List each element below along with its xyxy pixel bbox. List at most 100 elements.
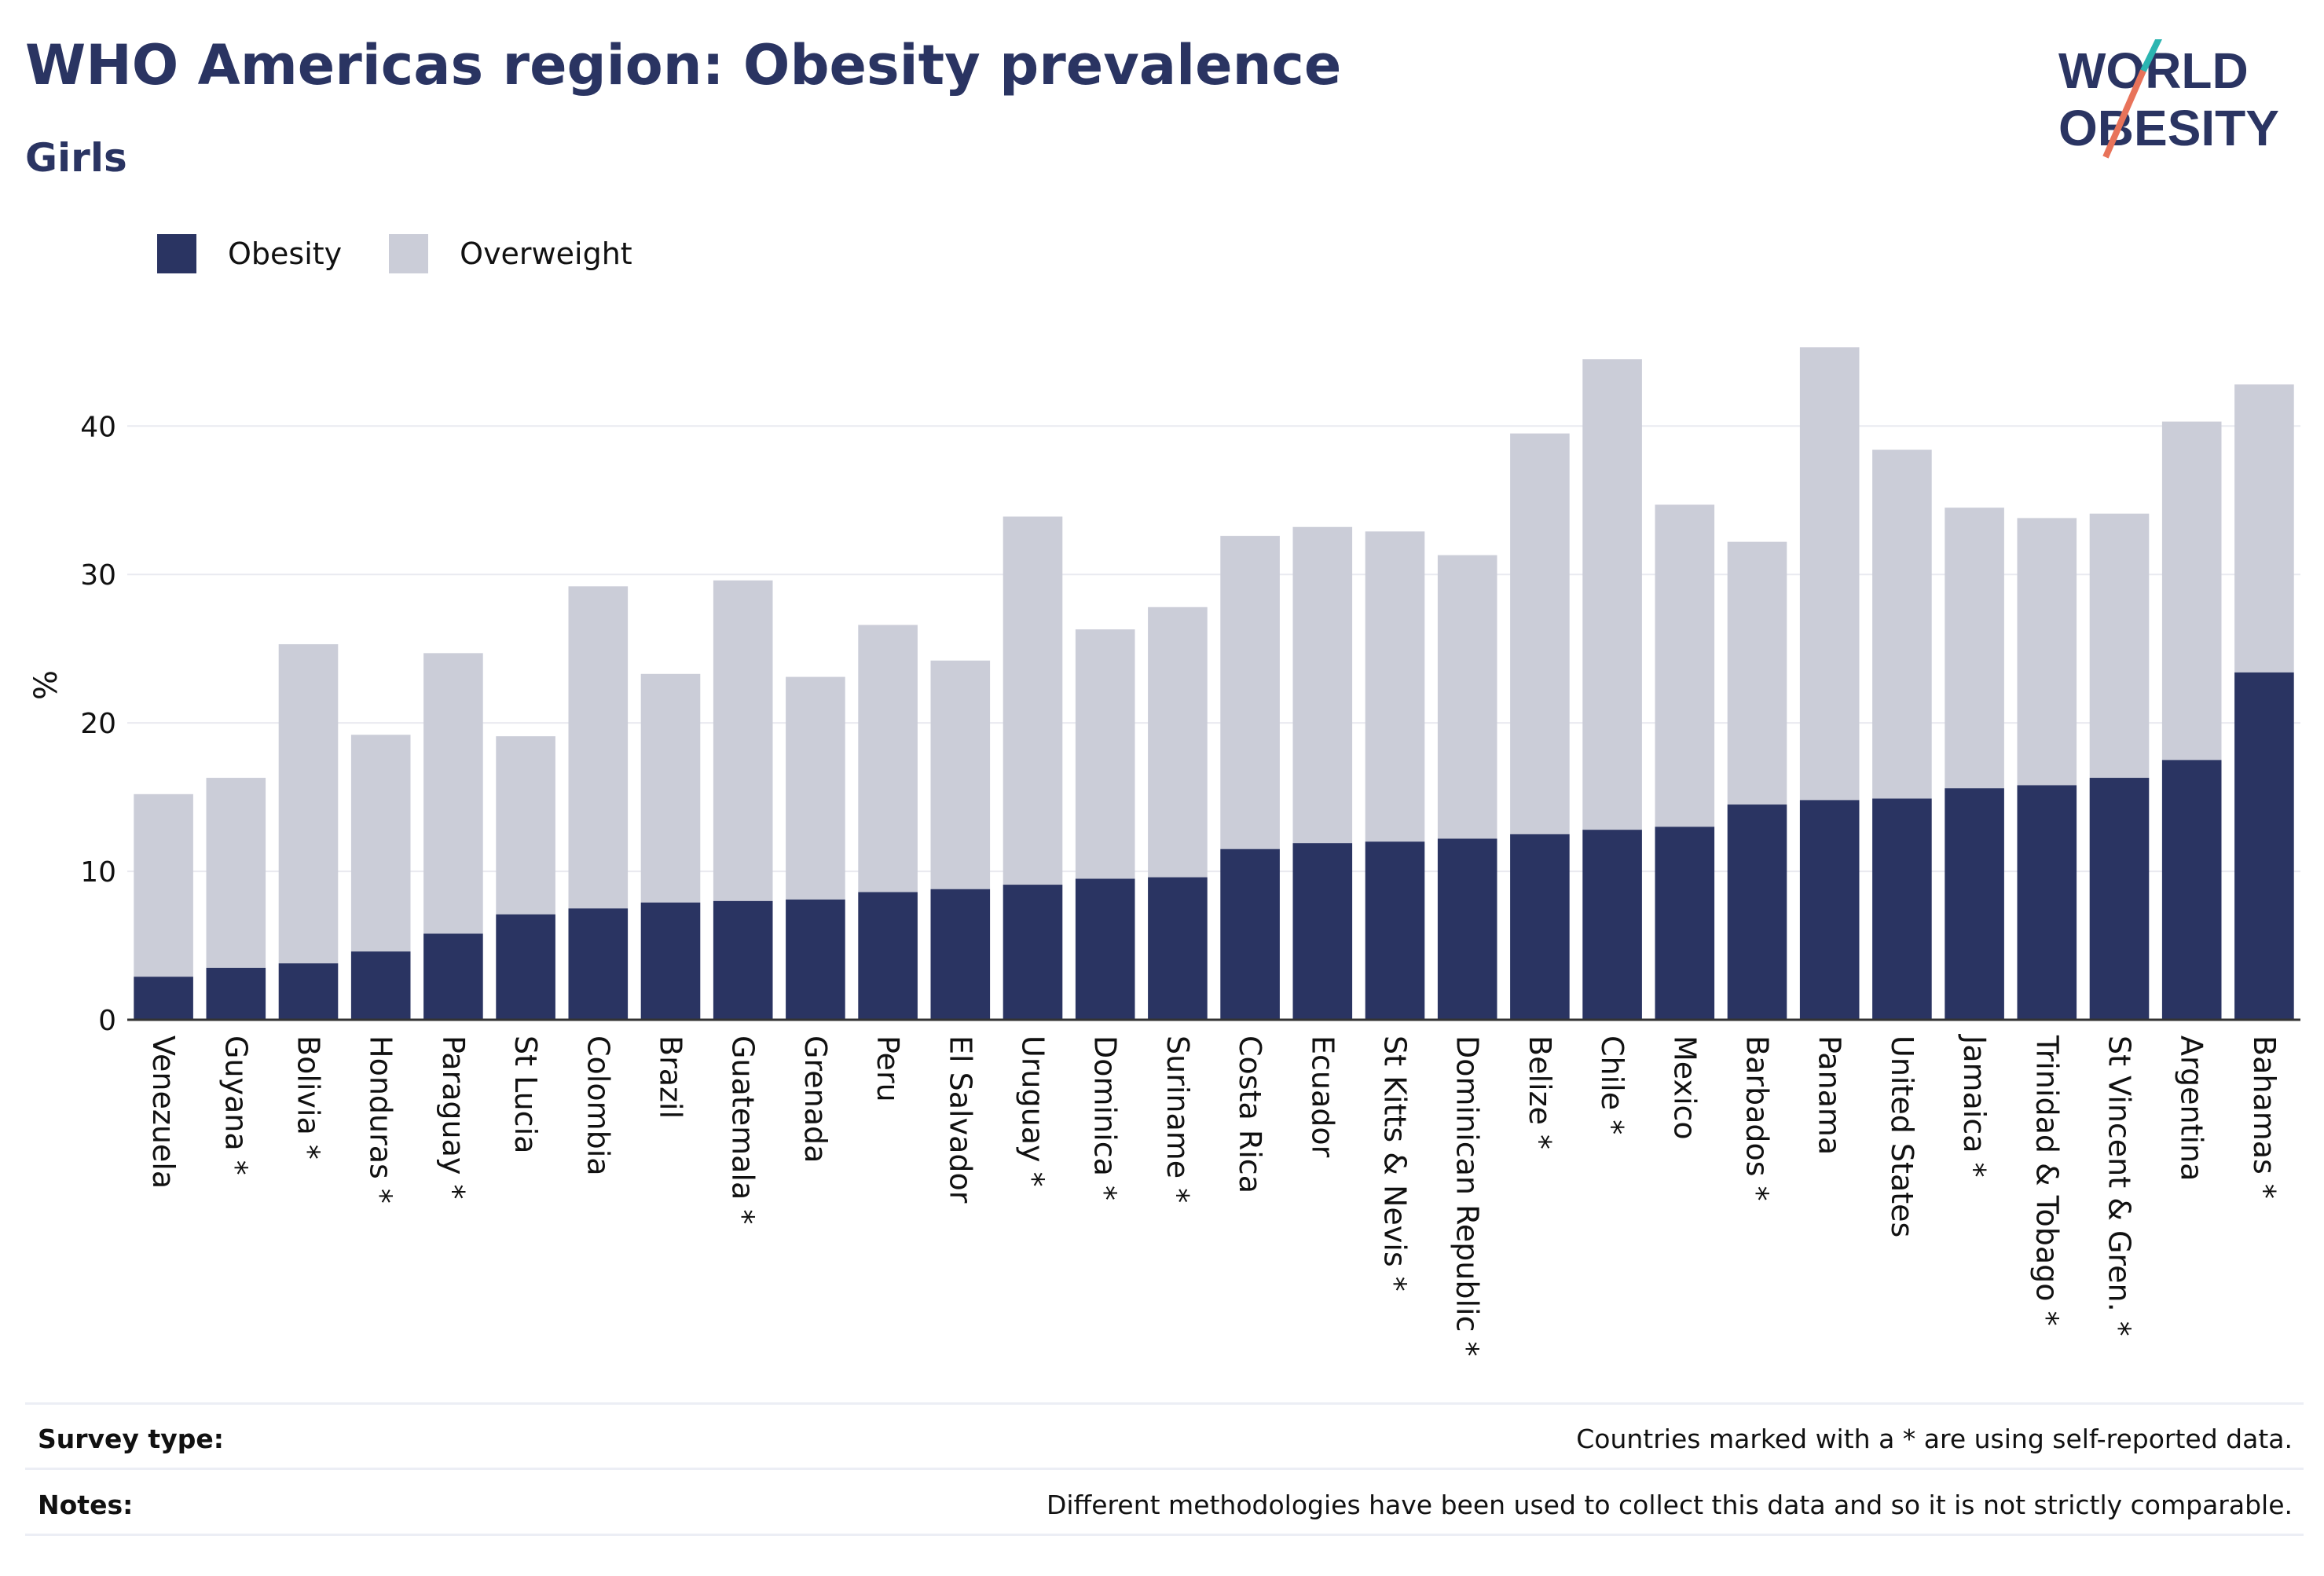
bar-overweight [1727,541,1787,805]
x-tick-label: Brazil [654,1035,688,1119]
notes-text: Different methodologies have been used t… [1046,1490,2293,1520]
x-tick-label: Costa Rica [1233,1035,1267,1193]
bar-overweight [1220,536,1280,849]
bar-overweight [350,735,411,952]
bar-overweight [206,778,266,968]
bar-obesity [713,900,773,1020]
x-tick-label: Mexico [1667,1035,1702,1140]
bar-obesity [1872,798,1932,1020]
x-tick-label: St Lucia [508,1035,543,1153]
bar-obesity [640,902,701,1020]
x-tick-label: Honduras * [364,1035,398,1204]
x-tick-label: Guatemala * [726,1035,761,1224]
survey-type-text: Countries marked with a * are using self… [1576,1424,2293,1454]
bar-obesity [206,967,266,1020]
bar-overweight [496,736,555,914]
bar-obesity [496,914,555,1020]
bar-obesity [1365,841,1425,1020]
bar-obesity [1582,830,1642,1020]
chart-legend: Obesity Overweight [157,234,680,273]
bar-obesity [1727,804,1787,1020]
svg-text:OBESITY: OBESITY [2058,100,2279,156]
bar-obesity [858,892,918,1020]
y-tick-label: 40 [80,411,116,443]
bar-overweight [1655,504,1715,827]
bar-obesity [786,899,845,1020]
footer-notes-row: Notes: Different methodologies have been… [38,1490,2293,1520]
x-tick-label: Argentina [2175,1035,2209,1181]
y-tick-label: 10 [80,856,116,889]
bar-obesity [2234,672,2294,1020]
bar-overweight [568,586,629,909]
bar-obesity [930,889,991,1020]
bar-overweight [2089,513,2150,779]
x-tick-label: St Vincent & Gren. * [2102,1035,2137,1336]
bar-overweight [2234,384,2294,673]
bar-overweight [786,676,845,900]
bar-overweight [1365,531,1425,842]
bar-overweight [2017,518,2077,786]
x-tick-label: Chile * [1595,1035,1629,1134]
chart-subtitle: Girls [25,135,127,181]
bar-overweight [1510,433,1570,834]
bar-obesity [2017,785,2077,1020]
bar-obesity [1075,878,1135,1020]
legend-label-overweight: Overweight [460,236,632,271]
footer-divider [25,1534,2304,1536]
chart-title: WHO Americas region: Obesity prevalence [25,33,1342,97]
x-tick-label: Venezuela [146,1035,181,1189]
x-tick-label: Colombia [581,1035,615,1176]
x-tick-label: Panama [1813,1035,1847,1155]
bar-obesity [278,963,339,1020]
x-tick-label: Ecuador [1305,1035,1340,1158]
bar-obesity [568,908,629,1020]
bar-overweight [713,580,773,901]
legend-swatch-obesity [157,234,196,273]
x-tick-label: Guyana * [218,1035,253,1175]
bar-obesity [423,933,483,1020]
survey-type-label: Survey type: [38,1424,224,1454]
bar-obesity [2089,778,2150,1020]
bar-overweight [1075,629,1135,879]
bar-overweight [1003,516,1063,885]
bar-obesity [1655,826,1715,1020]
bar-overweight [858,625,918,892]
bar-obesity [350,951,411,1020]
world-obesity-logo: WORLD OBESITY [2058,39,2279,159]
x-tick-label: Suriname * [1160,1035,1195,1203]
bar-obesity [1945,788,2004,1020]
y-tick-label: 30 [80,559,116,592]
x-tick-label: Bahamas * [2247,1035,2282,1199]
x-tick-label: St Kitts & Nevis * [1378,1035,1413,1292]
x-tick-label: Uruguay * [1016,1035,1050,1187]
x-tick-label: Paraguay * [436,1035,471,1199]
x-tick-label: Jamaica * [1957,1034,1992,1178]
bar-obesity [134,977,193,1020]
bar-overweight [1872,449,1932,799]
legend-item-obesity: Obesity [157,234,342,273]
x-tick-label: Trinidad & Tobago * [2029,1035,2064,1326]
footer-survey-row: Survey type: Countries marked with a * a… [38,1424,2293,1454]
x-tick-label: Grenada [798,1035,833,1163]
bar-overweight [278,643,339,964]
bar-overweight [1945,508,2004,789]
bar-obesity [1148,877,1208,1020]
x-tick-label: Dominica * [1088,1035,1123,1200]
y-axis-label: % [28,670,64,700]
notes-label: Notes: [38,1490,134,1520]
bar-overweight [2161,421,2222,761]
legend-item-overweight: Overweight [389,234,632,273]
bar-overweight [930,660,991,889]
footer-divider [25,1402,2304,1405]
bar-obesity [1510,834,1570,1020]
bar-obesity [1799,800,1860,1020]
legend-label-obesity: Obesity [228,236,343,271]
bar-overweight [1799,347,1860,801]
legend-swatch-overweight [389,234,429,273]
bar-overweight [1582,359,1642,830]
footer-divider [25,1468,2304,1470]
stacked-bar-chart: 0 10 20 30 40% Venezuela Guyana * Bolivia * Hond… [28,347,2300,1357]
bar-overweight [423,653,483,934]
bar-obesity [1292,843,1353,1020]
bar-obesity [2161,760,2222,1020]
